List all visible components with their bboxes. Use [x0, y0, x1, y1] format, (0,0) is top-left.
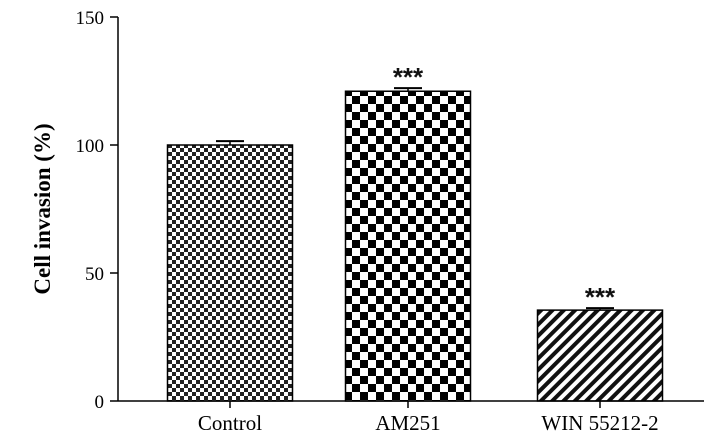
significance-labels: *** *** [393, 62, 616, 312]
y-axis-title: Cell invasion (%) [30, 123, 55, 294]
bars-layer [166, 90, 664, 402]
y-tick-label: 100 [76, 136, 105, 157]
bar-control [166, 144, 294, 402]
y-tick-label: 150 [76, 8, 105, 29]
x-category-label: Control [198, 411, 262, 435]
y-tick-label: 50 [85, 264, 104, 285]
significance-marker: *** [585, 282, 616, 312]
x-category-label: WIN 55212-2 [541, 411, 658, 435]
x-category-label: AM251 [375, 411, 440, 435]
x-axis-categories: Control AM251 WIN 55212-2 [198, 401, 659, 435]
significance-marker: *** [393, 62, 424, 92]
y-axis-ticks: 0 50 100 150 [76, 8, 118, 413]
error-bars-layer [216, 87, 614, 311]
bar-win-55212-2 [536, 309, 664, 402]
y-tick-label: 0 [95, 392, 105, 413]
bar-am251 [344, 90, 472, 402]
